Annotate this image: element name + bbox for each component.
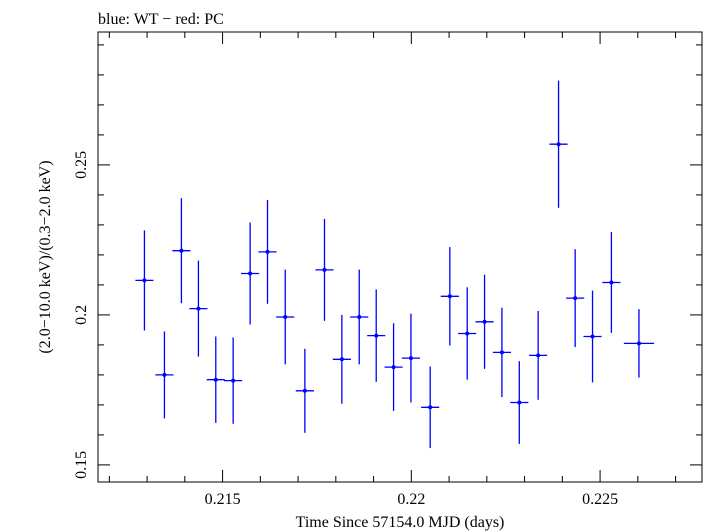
y-axis-label: (2.0−10.0 keV)/(0.3−2.0 keV) <box>37 160 54 353</box>
data-point <box>602 232 621 333</box>
data-point <box>206 336 225 423</box>
y-tick-label: 0.2 <box>73 305 90 325</box>
data-point <box>549 80 568 208</box>
data-point <box>172 198 191 304</box>
data-point <box>492 307 511 398</box>
point-marker <box>609 280 614 285</box>
x-tick-label: 0.225 <box>582 491 618 508</box>
data-point <box>135 230 154 331</box>
point-marker <box>447 294 452 299</box>
point-marker <box>428 405 433 410</box>
data-point <box>510 361 529 444</box>
point-marker <box>536 353 541 358</box>
y-tick-label: 0.25 <box>73 151 90 179</box>
x-axis-tick-labels: 0.215 0.22 0.225 <box>205 491 619 508</box>
chart-title: blue: WT − red: PC <box>98 11 224 28</box>
data-point <box>189 260 208 357</box>
data-point <box>315 218 334 321</box>
point-marker <box>556 142 561 147</box>
point-marker <box>302 388 307 393</box>
data-point <box>440 247 459 346</box>
data-point <box>421 366 440 449</box>
data-point <box>384 323 403 411</box>
data-point <box>583 290 602 383</box>
x-axis-label: Time Since 57154.0 MJD (days) <box>296 514 505 531</box>
point-marker <box>482 319 487 324</box>
point-marker <box>322 267 327 272</box>
point-marker <box>499 350 504 355</box>
point-marker <box>391 365 396 370</box>
point-marker <box>636 341 641 346</box>
data-point <box>623 309 655 378</box>
point-marker <box>231 378 236 383</box>
point-marker <box>162 372 167 377</box>
plot-frame <box>97 31 703 483</box>
point-marker <box>408 356 413 361</box>
data-point <box>155 331 174 419</box>
data-point <box>276 269 295 365</box>
data-point <box>224 337 243 424</box>
series-wt <box>135 80 655 449</box>
point-marker <box>357 315 362 319</box>
point-marker <box>179 248 184 253</box>
point-marker <box>590 334 595 339</box>
point-marker <box>213 377 218 382</box>
data-point <box>475 274 494 369</box>
y-tick-label: 0.15 <box>73 451 90 479</box>
y-axis-ticks <box>98 44 702 466</box>
point-marker <box>196 306 201 311</box>
point-marker <box>265 249 270 254</box>
point-marker <box>465 331 470 336</box>
y-axis-tick-labels: 0.15 0.2 0.25 <box>73 151 90 479</box>
point-marker <box>142 278 147 283</box>
x-tick-label: 0.215 <box>205 491 241 508</box>
data-point <box>367 289 386 382</box>
data-point <box>566 249 585 347</box>
point-marker <box>573 296 578 301</box>
data-point <box>350 269 369 365</box>
data-point <box>241 222 260 325</box>
data-point <box>295 348 314 433</box>
x-tick-label: 0.22 <box>397 491 425 508</box>
data-point <box>529 311 548 400</box>
data-point <box>332 314 351 404</box>
point-marker <box>339 357 344 362</box>
data-point <box>458 287 477 380</box>
point-marker <box>248 271 253 276</box>
data-point <box>401 313 421 403</box>
point-marker <box>517 400 522 405</box>
point-marker <box>283 315 288 319</box>
data-point <box>258 200 277 304</box>
x-axis-ticks <box>108 32 677 482</box>
point-marker <box>374 333 379 338</box>
